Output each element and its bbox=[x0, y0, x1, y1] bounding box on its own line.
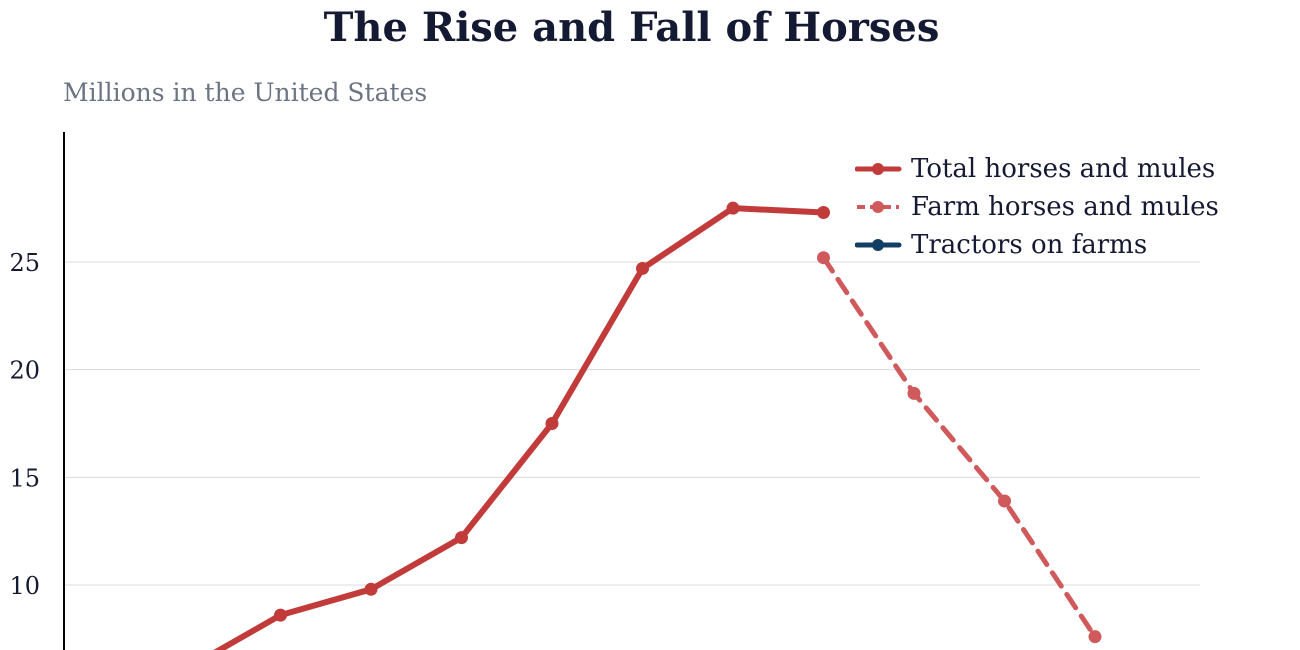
series-0-point-1 bbox=[274, 608, 287, 622]
legend-item-tractors: Tractors on farms bbox=[855, 226, 1219, 264]
series-1-point-2 bbox=[998, 494, 1011, 508]
legend-item-farm: Farm horses and mules bbox=[855, 188, 1219, 226]
chart-title: The Rise and Fall of Horses bbox=[323, 4, 940, 51]
series-0-point-4 bbox=[545, 417, 559, 430]
gridlines bbox=[64, 261, 1200, 586]
legend-swatch-tractors bbox=[855, 239, 902, 251]
series-0-point-7 bbox=[817, 205, 830, 219]
series-0-point-3 bbox=[455, 531, 468, 545]
series-line-0 bbox=[213, 205, 827, 650]
legend-swatch-total bbox=[855, 163, 902, 175]
series-0-point-5 bbox=[636, 261, 649, 275]
series-1-point-3 bbox=[1088, 630, 1102, 644]
chart-subtitle: Millions in the United States bbox=[63, 78, 428, 107]
series-1-point-0 bbox=[817, 251, 830, 265]
legend-label-total: Total horses and mules bbox=[911, 154, 1216, 184]
y-tick-label-25: 25 bbox=[9, 249, 40, 277]
legend-item-total: Total horses and mules bbox=[855, 150, 1219, 188]
legend-label-tractors: Tractors on farms bbox=[911, 230, 1148, 260]
series-0-point-2 bbox=[364, 582, 378, 596]
series-0-point-6 bbox=[726, 201, 740, 215]
legend-swatch-farm bbox=[857, 201, 899, 213]
series-1-point-1 bbox=[907, 386, 921, 400]
y-tick-label-10: 10 bbox=[9, 572, 40, 600]
series-line-1 bbox=[821, 255, 1098, 640]
y-tick-label-20: 20 bbox=[9, 357, 40, 385]
legend-label-farm: Farm horses and mules bbox=[911, 192, 1219, 222]
series-lines bbox=[213, 201, 1102, 650]
y-tick-labels: 10 15 20 25 bbox=[9, 249, 40, 600]
legend: Total horses and mules Farm horses and m… bbox=[855, 150, 1219, 264]
y-tick-label-15: 15 bbox=[9, 464, 40, 492]
